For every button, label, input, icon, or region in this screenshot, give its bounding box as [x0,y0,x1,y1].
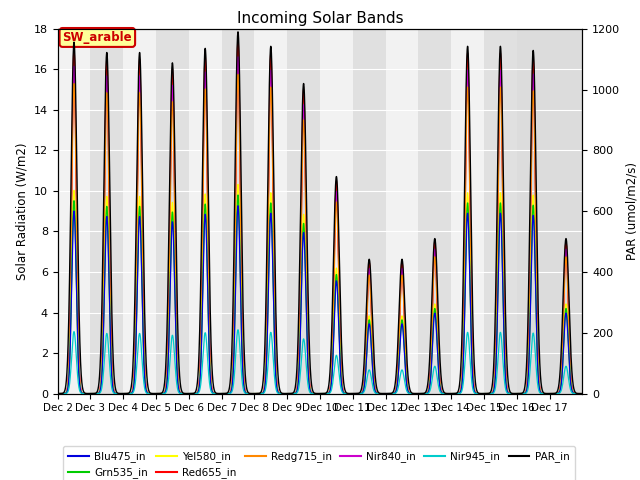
Bar [221,29,254,394]
Bar [353,29,385,394]
Bar [156,29,189,394]
Bar [320,29,353,394]
Bar [484,29,517,394]
Bar [287,29,320,394]
Bar [25,29,58,394]
Title: Incoming Solar Bands: Incoming Solar Bands [237,11,403,26]
Bar [0,29,25,394]
Bar [451,29,484,394]
Text: SW_arable: SW_arable [63,31,132,44]
Bar [90,29,123,394]
Bar [254,29,287,394]
Legend: Blu475_in, Grn535_in, Yel580_in, Red655_in, Redg715_in, Nir840_in, Nir945_in, PA: Blu475_in, Grn535_in, Yel580_in, Red655_… [63,446,575,480]
Bar [385,29,419,394]
Y-axis label: PAR (umol/m2/s): PAR (umol/m2/s) [626,162,639,260]
Y-axis label: Solar Radiation (W/m2): Solar Radiation (W/m2) [15,143,28,280]
Bar [123,29,156,394]
Bar [419,29,451,394]
Bar [189,29,221,394]
Bar [58,29,90,394]
